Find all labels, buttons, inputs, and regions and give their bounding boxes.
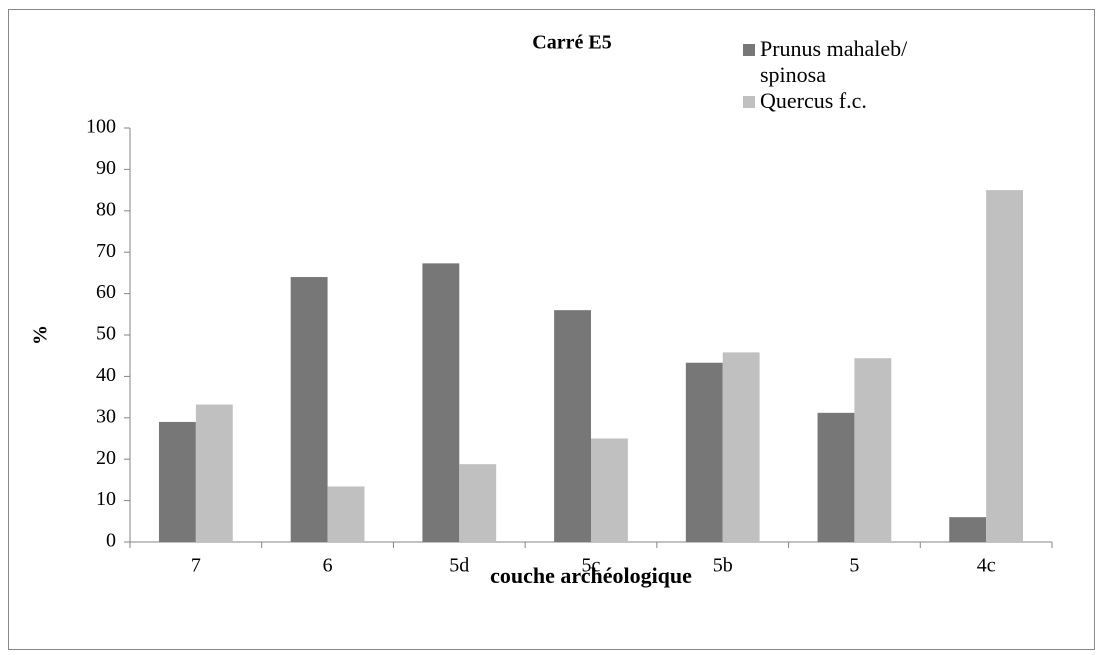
chart-title: Carré E5 bbox=[532, 32, 611, 54]
bar bbox=[854, 358, 892, 542]
legend-item: Prunus mahaleb/ spinosa bbox=[743, 36, 920, 88]
x-tick-label: 6 bbox=[323, 555, 333, 577]
y-tick-label: 100 bbox=[86, 116, 116, 138]
y-tick-label: 80 bbox=[96, 198, 116, 220]
y-tick-label: 0 bbox=[106, 530, 116, 552]
bar bbox=[986, 190, 1024, 542]
x-tick-label: 5d bbox=[449, 555, 469, 577]
y-tick-label: 20 bbox=[96, 447, 116, 469]
x-tick-label: 5b bbox=[713, 555, 733, 577]
legend-swatch bbox=[743, 44, 755, 56]
y-tick-label: 50 bbox=[96, 323, 116, 345]
x-tick-label: 7 bbox=[191, 555, 201, 577]
bar bbox=[685, 362, 723, 542]
bar bbox=[459, 464, 497, 542]
y-tick-label: 60 bbox=[96, 281, 116, 303]
legend-item: Quercus f.c. bbox=[743, 88, 920, 114]
y-tick-label: 40 bbox=[96, 364, 116, 386]
x-tick-label: 5c bbox=[582, 555, 601, 577]
chart-border bbox=[8, 9, 1095, 650]
bar bbox=[422, 263, 460, 542]
bar bbox=[949, 517, 987, 542]
legend-label: Quercus f.c. bbox=[760, 88, 867, 113]
x-tick-label: 5 bbox=[849, 555, 859, 577]
bar bbox=[591, 438, 628, 542]
bar bbox=[290, 277, 328, 542]
legend-swatch bbox=[743, 96, 755, 108]
x-tick-label: 4c bbox=[977, 555, 996, 577]
bar bbox=[195, 404, 233, 542]
y-tick-label: 10 bbox=[96, 488, 116, 510]
bar bbox=[327, 486, 365, 542]
bar bbox=[158, 421, 196, 542]
x-axis-label: couche archéologique bbox=[490, 563, 692, 588]
y-tick-label: 90 bbox=[96, 157, 116, 179]
bar bbox=[722, 352, 760, 542]
y-tick-label: 70 bbox=[96, 240, 116, 262]
bar bbox=[817, 412, 855, 542]
bar bbox=[554, 310, 591, 542]
y-tick-label: 30 bbox=[96, 405, 116, 427]
legend-label: Prunus mahaleb/ spinosa bbox=[760, 36, 908, 87]
y-axis-label: % bbox=[30, 325, 52, 345]
